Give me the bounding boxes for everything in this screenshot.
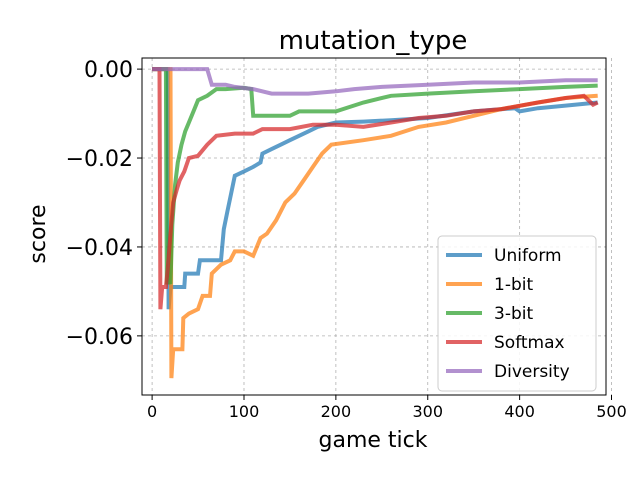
y-tick-label: 0.00	[84, 58, 133, 83]
legend-label: Softmax	[494, 333, 565, 353]
y-tick-label: −0.04	[66, 236, 133, 261]
plot-area-frame	[141, 57, 607, 396]
series-line-softmax	[152, 67, 599, 310]
legend-box	[437, 235, 597, 392]
series-line-diversity	[152, 67, 598, 96]
x-tick-label: 500	[596, 402, 627, 421]
x-tick-label: 300	[412, 402, 443, 421]
x-tick-label: 100	[229, 402, 260, 421]
series-line-1-bit	[152, 67, 598, 379]
legend: Uniform 1-bit 3-bit Softmax Diversity	[437, 235, 597, 392]
x-tick-label: 0	[147, 402, 157, 421]
chart-title: mutation_type	[279, 26, 468, 56]
legend-label: 3-bit	[494, 304, 533, 324]
y-axis-label: score	[26, 204, 51, 263]
y-tick-label: −0.02	[66, 147, 133, 172]
legend-label: Uniform	[494, 246, 562, 266]
x-tick-label: 400	[504, 402, 535, 421]
x-axis-label: game tick	[319, 428, 428, 453]
series-lines	[152, 67, 599, 379]
x-tick-label: 200	[321, 402, 352, 421]
legend-label: 1-bit	[494, 275, 533, 295]
y-tick-label: −0.06	[66, 325, 133, 350]
axis-ticks: 0 100 200 300 400 500 0.00 −0.02 −0.04 −0.06	[66, 58, 627, 421]
legend-label: Diversity	[494, 362, 570, 382]
